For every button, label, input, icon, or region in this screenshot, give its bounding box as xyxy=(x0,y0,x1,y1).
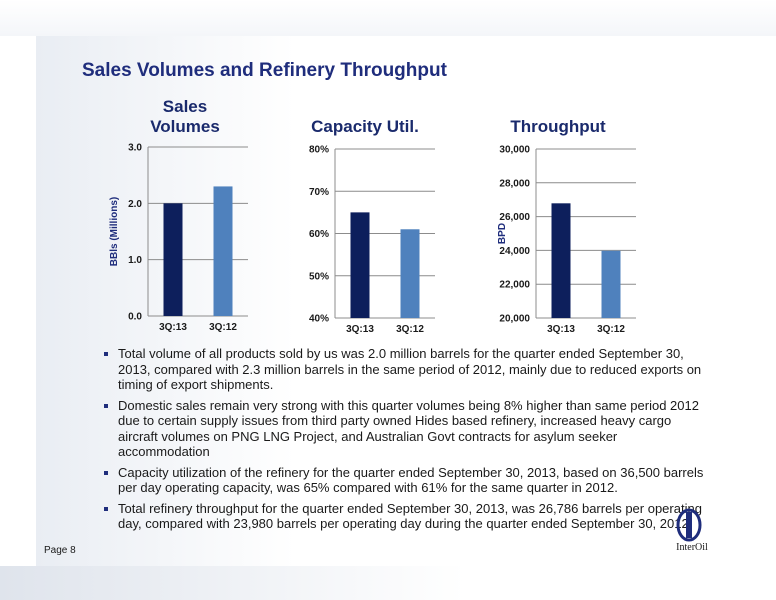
top-band xyxy=(0,0,776,36)
bar-3q12 xyxy=(213,186,233,316)
bar-3q13 xyxy=(163,203,183,316)
bar-3q12 xyxy=(400,229,420,318)
slide-title: Sales Volumes and Refinery Throughput xyxy=(82,60,447,81)
bullet-item: Total refinery throughput for the quarte… xyxy=(104,501,704,532)
y-tick-label: 60% xyxy=(309,229,329,240)
y-axis-label: BBls (Millions) xyxy=(109,197,120,266)
bar-3q13 xyxy=(350,212,370,318)
y-tick-label: 28,000 xyxy=(499,178,530,189)
bullet-item: Capacity utilization of the refinery for… xyxy=(104,465,704,496)
y-tick-label: 2.0 xyxy=(128,199,142,210)
y-tick-label: 30,000 xyxy=(499,145,530,156)
y-tick-label: 50% xyxy=(309,271,329,282)
y-tick-label: 0.0 xyxy=(128,312,142,323)
y-tick-label: 20,000 xyxy=(499,314,530,325)
bottom-band xyxy=(0,566,776,600)
x-tick-label: 3Q:12 xyxy=(209,322,237,333)
y-tick-label: 1.0 xyxy=(128,255,142,266)
chart-title: Throughput xyxy=(510,117,606,136)
y-tick-label: 80% xyxy=(309,145,329,156)
y-tick-label: 70% xyxy=(309,187,329,198)
y-tick-label: 40% xyxy=(309,314,329,325)
x-tick-label: 3Q:12 xyxy=(597,324,625,335)
bullet-item: Domestic sales remain very strong with t… xyxy=(104,398,704,460)
interoil-logo: InterOil xyxy=(664,508,720,554)
y-tick-label: 26,000 xyxy=(499,212,530,223)
bullet-list: Total volume of all products sold by us … xyxy=(104,346,704,537)
x-tick-label: 3Q:13 xyxy=(346,324,374,335)
capacity-util-chart: Capacity Util. 40% 50% 60% 70% 80% 3Q:13 3Q:12 xyxy=(309,117,435,335)
logo-text: InterOil xyxy=(676,542,708,553)
y-axis-label: BPD xyxy=(497,223,508,244)
oil-drop-logo-icon xyxy=(676,508,702,542)
page-number: Page 8 xyxy=(44,545,76,556)
y-tick-label: 3.0 xyxy=(128,143,142,154)
x-tick-label: 3Q:12 xyxy=(396,324,424,335)
chart-title: Sales xyxy=(163,97,207,116)
chart-title: Volumes xyxy=(150,117,220,136)
throughput-chart: Throughput 20,000 22,000 24,000 26,000 28,000… xyxy=(497,117,636,335)
chart-title: Capacity Util. xyxy=(311,117,419,136)
bar-3q12 xyxy=(601,250,621,318)
y-tick-label: 24,000 xyxy=(499,246,530,257)
x-tick-label: 3Q:13 xyxy=(547,324,575,335)
bar-3q13 xyxy=(551,203,571,318)
x-tick-label: 3Q:13 xyxy=(159,322,187,333)
bullet-item: Total volume of all products sold by us … xyxy=(104,346,704,393)
y-tick-label: 22,000 xyxy=(499,280,530,291)
